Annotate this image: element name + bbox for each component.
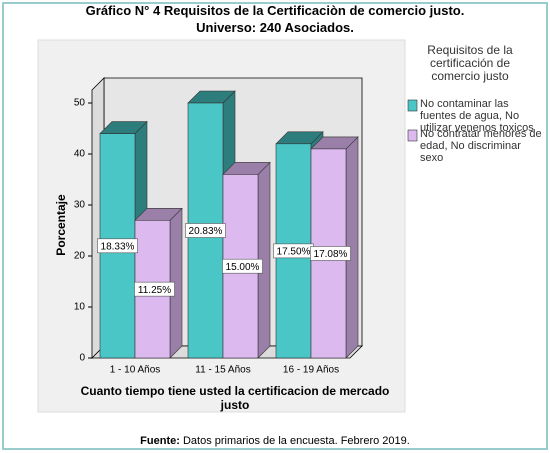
chart-title: Gráfico N° 4 Requisitos de la Certificac…	[85, 3, 465, 18]
y-tick-label: 0	[79, 353, 85, 364]
data-label-box	[97, 238, 138, 254]
legend-label: No contratar menores de edad, No discrim…	[420, 128, 542, 164]
data-label-box	[222, 258, 263, 274]
y-tick-label: 40	[74, 149, 86, 160]
legend-title: Requisitos de la certificación de comerc…	[427, 43, 513, 83]
x-tick-label: 11 - 15 Años	[195, 365, 250, 376]
data-label: 15.00%	[226, 262, 260, 273]
legend-label: No contaminar las fuentes de agua, No ut…	[420, 98, 534, 134]
y-tick-label: 20	[74, 251, 86, 262]
data-label-box	[134, 281, 175, 297]
data-label: 20.83%	[189, 226, 223, 237]
data-label: 17.50%	[277, 247, 311, 258]
x-tick-label: 16 - 19 Años	[283, 365, 339, 376]
x-tick-label: 1 - 10 Años	[110, 365, 161, 376]
data-label-box	[310, 246, 351, 261]
y-tick-label: 50	[74, 98, 86, 109]
data-label-box	[185, 223, 226, 238]
chart-subtitle: Universo: 240 Asociados.	[196, 20, 354, 35]
source-note: Fuente: Datos primarios de la encuesta. …	[0, 435, 550, 447]
y-tick-label: 30	[74, 200, 86, 211]
data-label: 18.33%	[101, 241, 135, 252]
data-label: 17.08%	[314, 249, 348, 260]
y-tick-label: 10	[74, 302, 86, 313]
source-label: Fuente:	[140, 435, 180, 447]
legend-swatch	[407, 99, 418, 112]
data-label: 11.25%	[138, 285, 171, 296]
y-axis-title: Porcentaje	[54, 194, 68, 256]
x-axis-title: Cuanto tiempo tiene usted la certificaci…	[80, 384, 390, 412]
source: Datos primarios de la encuesta. Febrero …	[182, 435, 410, 447]
legend-swatch	[407, 129, 418, 142]
